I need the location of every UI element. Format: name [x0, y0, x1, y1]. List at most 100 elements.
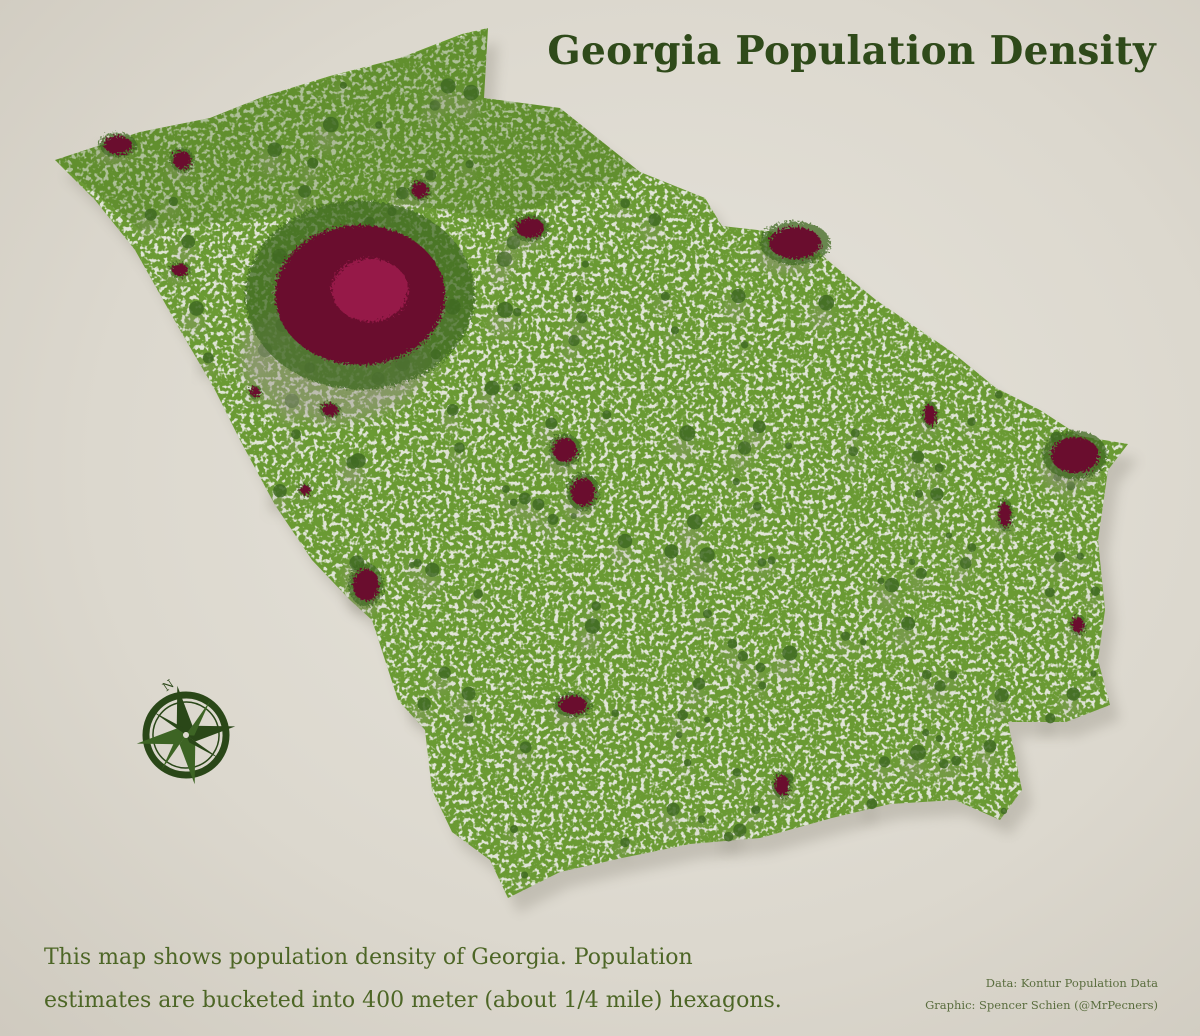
description-line-2: estimates are bucketed into 400 meter (a… [44, 988, 782, 1013]
town-peak [818, 294, 835, 311]
town-shadow [316, 126, 336, 152]
town-peak [866, 798, 878, 810]
town-shadow [1041, 593, 1053, 610]
town-peak [648, 213, 662, 227]
town-peak [144, 208, 157, 221]
town-shadow [978, 747, 994, 769]
town-peak [413, 558, 422, 568]
town-peak [938, 759, 949, 769]
town-peak [879, 756, 891, 768]
town-peak [723, 831, 734, 842]
metro-core [553, 438, 577, 462]
town-shadow [837, 637, 849, 653]
town-peak [497, 301, 513, 318]
town-peak [983, 739, 997, 753]
town-peak [731, 288, 746, 304]
metro-core [412, 182, 428, 198]
town-peak [702, 609, 712, 619]
town-shadow [1062, 486, 1074, 502]
town-peak [1045, 713, 1056, 724]
town-peak [994, 688, 1009, 703]
town-shadow [506, 829, 517, 843]
town-peak [454, 442, 465, 454]
town-peak [934, 680, 946, 692]
town-peak [512, 383, 522, 392]
town-shadow [963, 548, 975, 563]
town-peak [737, 650, 749, 662]
town-peak [930, 487, 944, 501]
town-peak [202, 352, 214, 364]
town-shadow [572, 299, 581, 311]
town-peak [697, 815, 706, 824]
town-peak [267, 142, 283, 158]
town-shadow [587, 606, 600, 623]
town-peak [666, 802, 680, 816]
town-shadow [456, 695, 473, 718]
town-shadow [693, 556, 712, 582]
town-shadow [293, 192, 309, 214]
graphic-credit: Graphic: Spencer Schien (@MrPecners) [925, 998, 1158, 1012]
town-shadow [1087, 674, 1096, 685]
town-shadow [812, 304, 831, 330]
town-shadow [515, 748, 530, 768]
town-peak [732, 478, 740, 486]
town-shadow [165, 202, 177, 218]
town-shadow [862, 804, 876, 822]
town-shadow [911, 574, 925, 593]
town-peak [1076, 552, 1084, 560]
town-peak [509, 498, 518, 507]
town-shadow [540, 424, 555, 444]
town-peak [617, 533, 633, 549]
town-shadow [751, 668, 764, 684]
town-shadow [673, 735, 682, 747]
town-shadow [732, 449, 749, 471]
metro-core [769, 227, 821, 259]
town-peak [547, 513, 559, 525]
town-shadow [490, 311, 510, 337]
town-shadow [924, 495, 941, 517]
town-shadow [963, 422, 975, 437]
town-peak [945, 532, 953, 539]
town-peak [1000, 807, 1008, 815]
town-peak [683, 759, 692, 767]
town-shadow [657, 297, 669, 312]
town-peak [850, 428, 860, 438]
town-peak [519, 741, 532, 754]
town-peak [510, 825, 519, 834]
metro-core [104, 136, 132, 154]
town-peak [675, 731, 683, 739]
town-shadow [955, 564, 970, 583]
town-peak [967, 543, 977, 552]
town-shadow [509, 388, 520, 402]
town-shadow [498, 489, 509, 503]
town-peak [994, 390, 1003, 399]
metro-core [775, 775, 789, 795]
map-title: Georgia Population Density [547, 28, 1156, 74]
town-peak [465, 160, 474, 169]
town-peak [767, 556, 776, 565]
town-peak [901, 616, 916, 631]
town-shadow [460, 719, 472, 735]
compass-north-label: N [160, 677, 177, 694]
town-peak [464, 714, 474, 724]
town-peak [727, 638, 738, 649]
town-peak [884, 577, 900, 593]
town-peak [473, 589, 483, 599]
town-peak [687, 514, 703, 530]
town-shadow [643, 220, 659, 242]
town-peak [911, 450, 925, 464]
town-peak [679, 425, 696, 442]
town-shadow [441, 411, 457, 431]
town-peak [915, 567, 927, 579]
town-peak [568, 334, 580, 347]
town-shadow [932, 739, 942, 751]
data-credit: Data: Kontur Population Data [985, 976, 1158, 990]
town-shadow [719, 837, 732, 854]
town-shadow [598, 415, 610, 430]
town-shadow [694, 820, 705, 833]
town-shadow [490, 260, 509, 286]
map-description: This map shows population density of Geo… [44, 936, 782, 1022]
town-peak [181, 234, 196, 249]
town-shadow [341, 463, 357, 484]
